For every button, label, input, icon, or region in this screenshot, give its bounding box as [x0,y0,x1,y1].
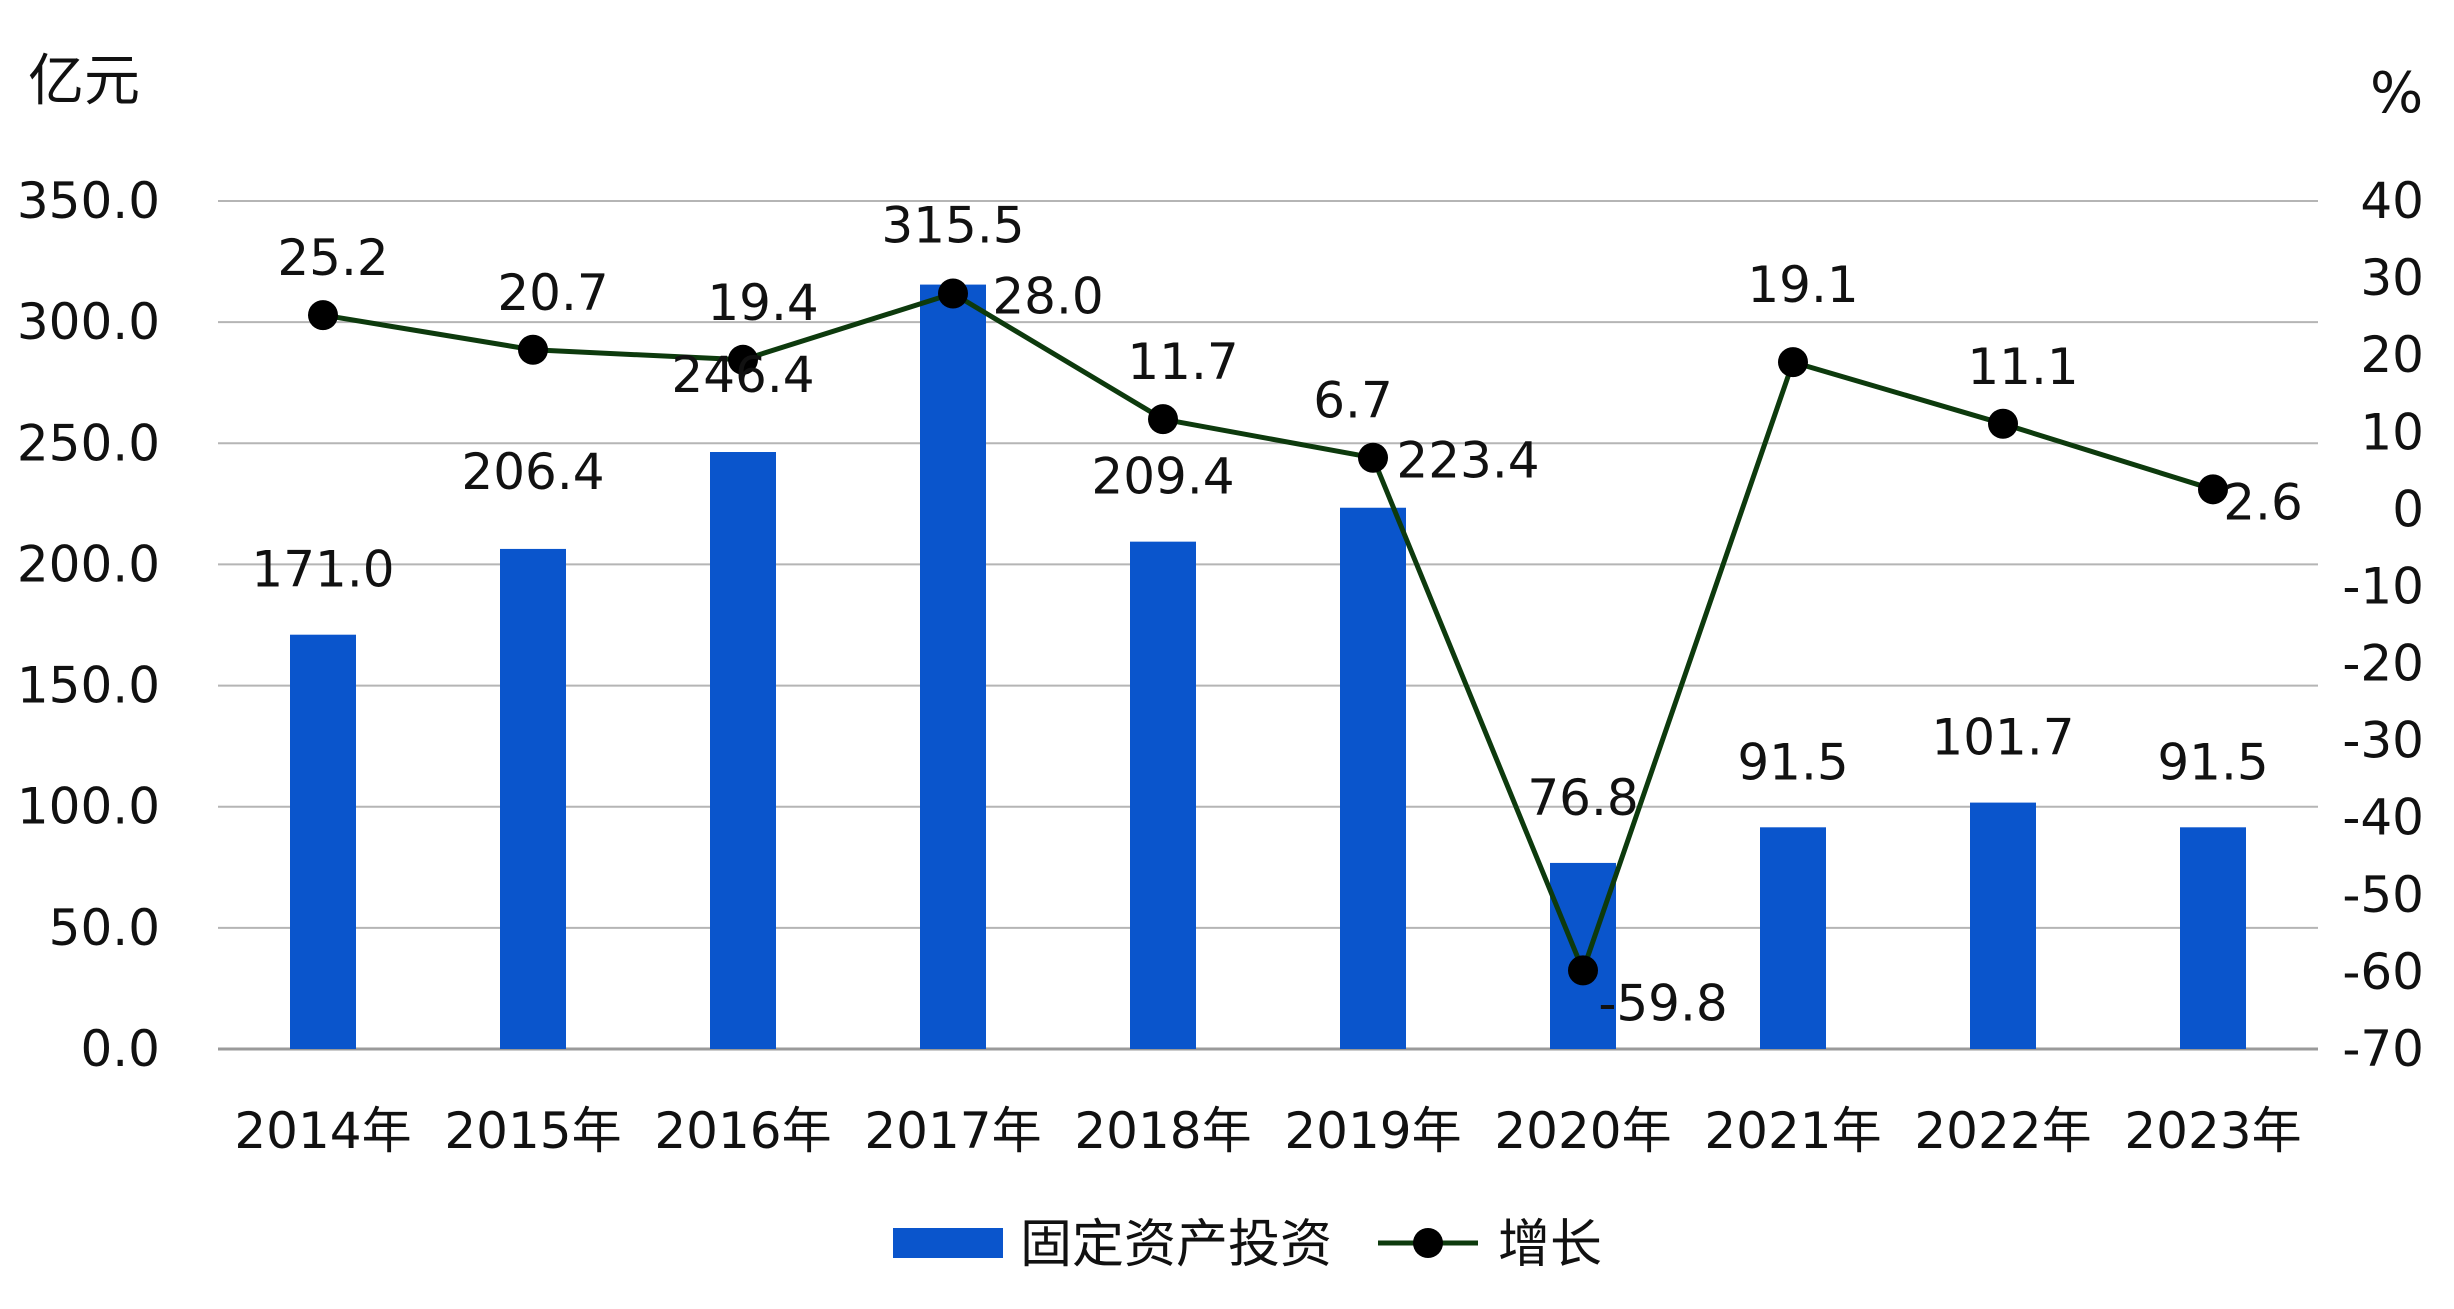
bars [290,284,2246,1049]
growth-point [1778,347,1808,378]
right-tick-label: -30 [2342,712,2424,770]
category-label: 2016年 [654,1102,831,1160]
growth-point [1568,955,1598,986]
bar-data-label: 91.5 [1737,733,1848,791]
growth-point [308,300,338,331]
category-label: 2014年 [234,1102,411,1160]
category-label: 2015年 [444,1102,621,1160]
left-tick-label: 150.0 [17,657,160,715]
category-label: 2018年 [1074,1102,1251,1160]
right-tick-label: 40 [2360,172,2424,230]
right-axis-unit: % [2370,61,2423,126]
right-tick-label: -20 [2342,635,2424,693]
left-axis-unit: 亿元 [28,49,140,114]
bar [920,284,986,1049]
bar [500,548,566,1049]
bar-data-label: 246.4 [671,346,814,404]
growth-point [1988,408,2018,439]
bar [1130,541,1196,1049]
growth-data-label: 11.7 [1127,333,1238,391]
bar-data-label: 315.5 [881,197,1024,255]
right-tick-label: -10 [2342,557,2424,615]
growth-data-label: 11.1 [1967,338,2078,396]
category-label: 2022年 [1914,1102,2091,1160]
bar-data-label: 91.5 [2157,733,2268,791]
right-tick-label: 20 [2360,326,2424,384]
growth-data-label: 6.7 [1313,372,1393,430]
right-tick-label: -70 [2342,1020,2424,1078]
left-tick-label: 250.0 [17,414,160,472]
growth-point [1148,404,1178,435]
bar [1340,507,1406,1049]
legend-bar-swatch [893,1228,1003,1258]
growth-series-line [322,291,2214,973]
category-label: 2023年 [2124,1102,2301,1160]
bar [2180,827,2246,1049]
bar-data-label: 209.4 [1091,448,1234,506]
bar-data-label: 101.7 [1931,709,2074,767]
left-tick-label: 200.0 [17,535,160,593]
growth-data-label: 2.6 [2223,473,2303,531]
right-tick-label: -40 [2342,789,2424,847]
data-labels: 171.0 206.4 246.4 315.5 209.4 223.4 76.8 91.5 10… [251,197,2302,1033]
bar-data-label: 223.4 [1396,432,1539,490]
growth-data-label: 20.7 [497,264,608,322]
axes: 亿元 % 0.0 50.0 100.0 150.0 200.0 250.0 300.0 350… [17,49,2424,1160]
growth-data-label: 19.4 [707,274,818,332]
growth-point [1358,442,1388,473]
right-tick-label: -50 [2342,866,2424,924]
legend: 固定资产投资 增长 [893,1215,1602,1275]
bar [1760,827,1826,1049]
left-tick-label: 100.0 [17,778,160,836]
legend-bar-label: 固定资产投资 [1020,1215,1332,1275]
bar [710,452,776,1049]
bar-data-label: 206.4 [461,443,604,501]
growth-data-label: 19.1 [1747,256,1858,314]
growth-point [938,278,968,309]
right-tick-label: 10 [2360,403,2424,461]
growth-point [2198,474,2228,505]
left-tick-label: 350.0 [17,172,160,230]
growth-point [518,334,548,365]
bar [290,634,356,1049]
left-tick-label: 300.0 [17,293,160,351]
gridlines [218,200,2318,1051]
category-label: 2020年 [1494,1102,1671,1160]
bar-data-label: 171.0 [251,541,394,599]
growth-point [728,344,758,375]
category-label: 2021年 [1704,1102,1881,1160]
category-label: 2017年 [864,1102,1041,1160]
left-tick-label: 50.0 [49,899,160,957]
right-tick-label: -60 [2342,943,2424,1001]
growth-line [308,278,2228,986]
legend-line-label: 增长 [1498,1215,1602,1275]
right-tick-label: 30 [2360,249,2424,307]
left-tick-label: 0.0 [80,1020,160,1078]
bar [1970,802,2036,1049]
growth-data-label: 25.2 [277,229,388,287]
right-tick-label: 0 [2392,480,2424,538]
growth-data-label: 28.0 [992,268,1103,326]
category-label: 2019年 [1284,1102,1461,1160]
bar-data-label: 76.8 [1527,769,1638,827]
growth-data-label: -59.8 [1598,974,1727,1032]
legend-line-marker [1413,1228,1443,1258]
